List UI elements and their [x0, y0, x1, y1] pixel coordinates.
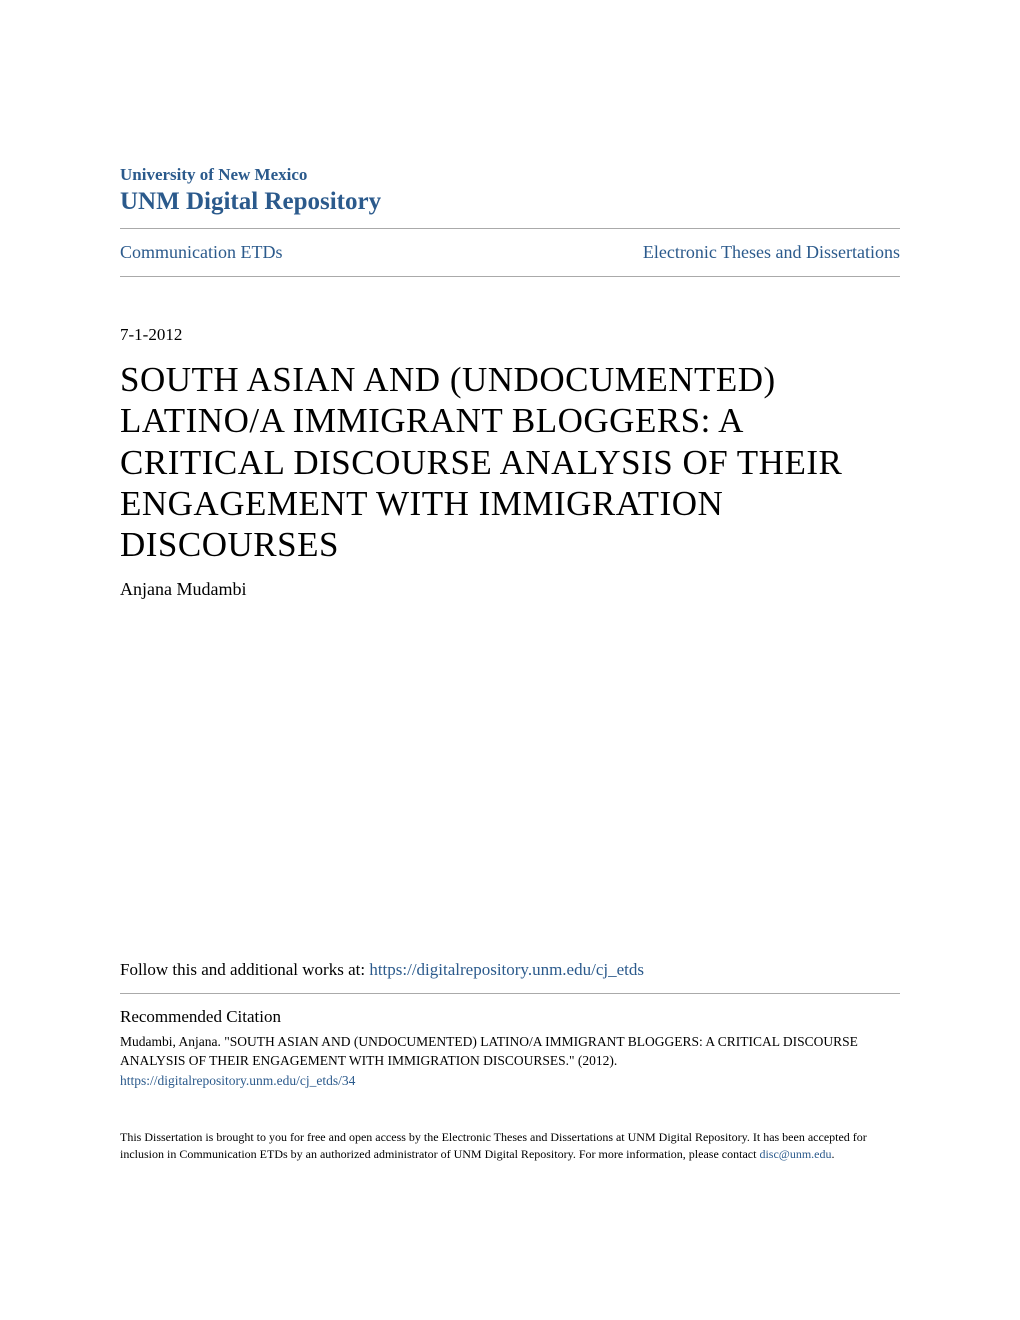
nav-link-left[interactable]: Communication ETDs [120, 242, 282, 263]
footer-body: This Dissertation is brought to you for … [120, 1130, 867, 1161]
footer-text: This Dissertation is brought to you for … [120, 1129, 900, 1163]
repository-name: UNM Digital Repository [120, 188, 900, 216]
citation-heading: Recommended Citation [120, 1007, 900, 1027]
nav-link-right[interactable]: Electronic Theses and Dissertations [643, 242, 900, 263]
footer-email-link[interactable]: disc@unm.edu [759, 1147, 831, 1161]
nav-row: Communication ETDs Electronic Theses and… [120, 229, 900, 276]
citation-link[interactable]: https://digitalrepository.unm.edu/cj_etd… [120, 1073, 900, 1089]
institution-name: University of New Mexico [120, 165, 900, 185]
citation-text: Mudambi, Anjana. "SOUTH ASIAN AND (UNDOC… [120, 1033, 900, 1071]
footer-suffix: . [831, 1147, 834, 1161]
follow-text: Follow this and additional works at: htt… [120, 960, 900, 980]
follow-link[interactable]: https://digitalrepository.unm.edu/cj_etd… [369, 960, 644, 979]
publication-date: 7-1-2012 [120, 325, 900, 345]
follow-prefix: Follow this and additional works at: [120, 960, 369, 979]
divider-nav [120, 276, 900, 277]
author-name: Anjana Mudambi [120, 579, 900, 600]
divider-citation [120, 993, 900, 994]
document-title: SOUTH ASIAN AND (UNDOCUMENTED) LATINO/A … [120, 359, 900, 565]
